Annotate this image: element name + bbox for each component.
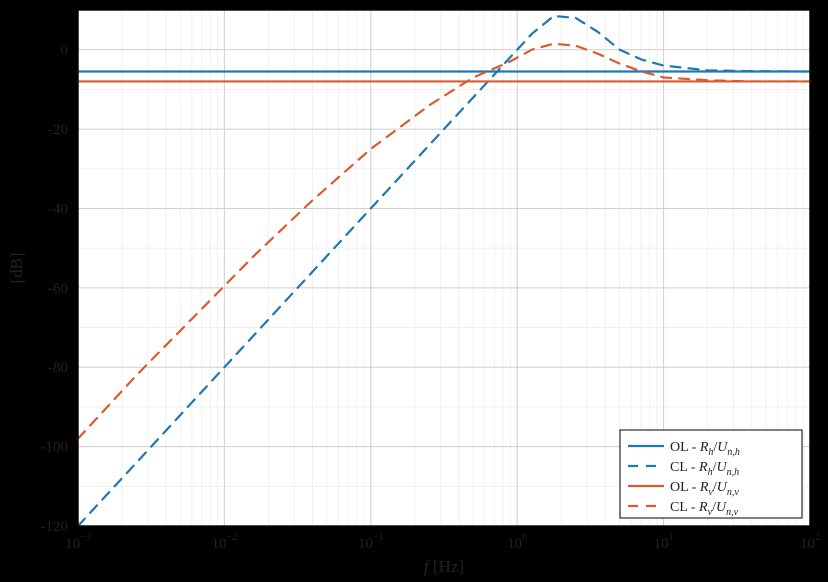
y-tick-label: -100 (41, 440, 69, 456)
y-tick-label: 0 (61, 43, 69, 59)
y-axis-label: [dB] (7, 252, 26, 283)
x-axis-label: f [Hz] (424, 557, 464, 576)
chart-svg: 10−310−210−1100101102-120-100-80-60-40-2… (0, 0, 828, 582)
y-tick-label: -120 (41, 519, 69, 535)
y-tick-label: -60 (48, 281, 68, 297)
y-tick-label: -80 (48, 360, 68, 376)
legend: OL - Rh/Un,hCL - Rh/Un,hOL - Rv/Un,vCL -… (620, 430, 802, 518)
y-tick-label: -40 (48, 201, 68, 217)
y-tick-label: -20 (48, 122, 68, 138)
chart-container: { "chart": { "type": "line", "background… (0, 0, 828, 582)
